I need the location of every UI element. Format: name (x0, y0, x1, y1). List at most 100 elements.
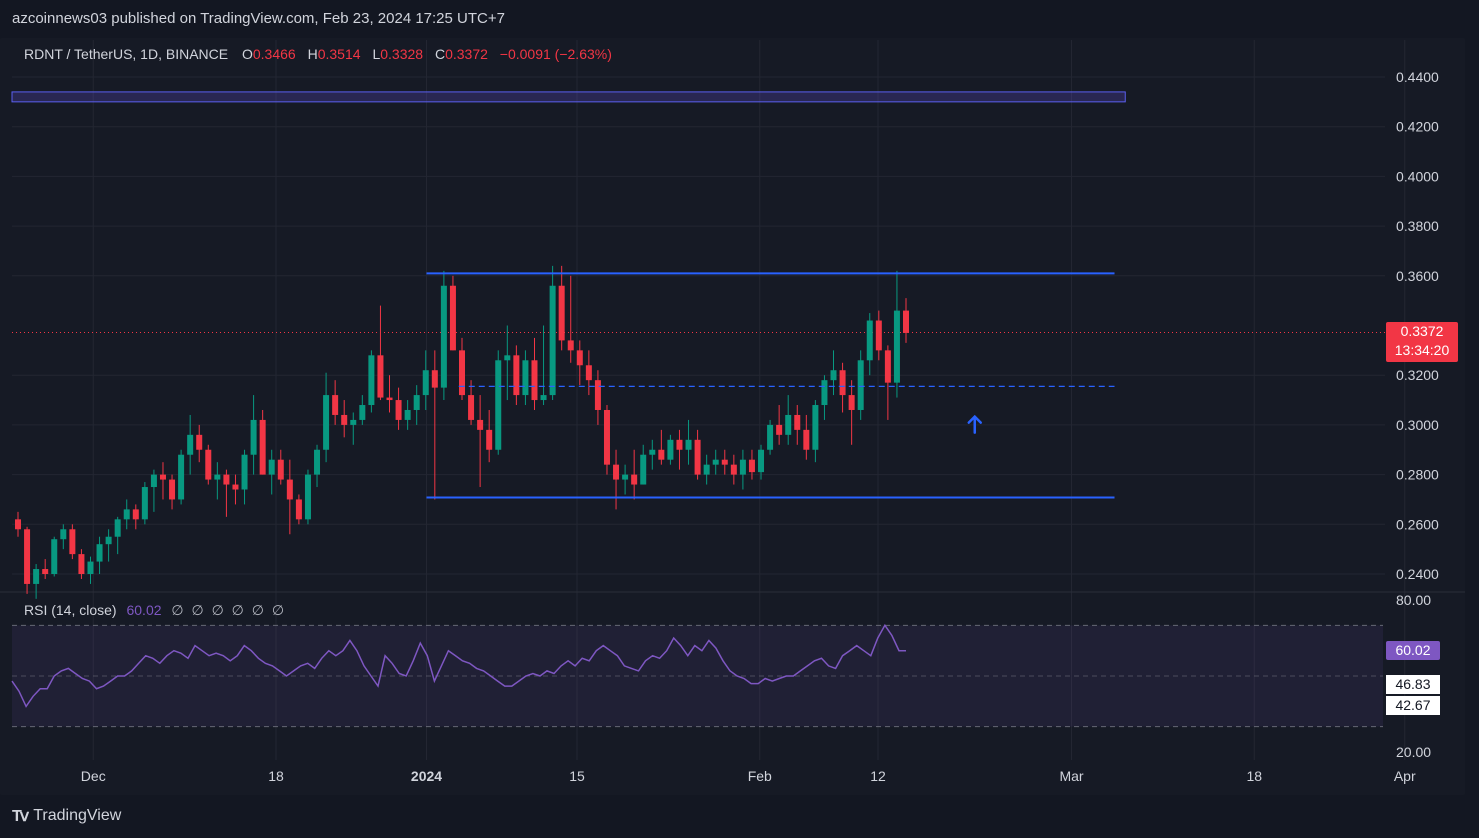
footer-brand[interactable]: T𝗏 TradingView (12, 806, 121, 826)
candle-body (558, 285, 565, 341)
candle-body (794, 414, 801, 430)
resistance-zone-rectangle (11, 91, 1126, 103)
candle-body (884, 350, 891, 383)
candle-body (540, 395, 547, 401)
date-tick-label: 15 (569, 768, 585, 784)
candle-body (87, 561, 94, 574)
candle-body (594, 380, 601, 410)
low-key: L (372, 46, 381, 62)
candle-body (60, 529, 67, 540)
candle-body (603, 409, 610, 465)
candle-body (449, 285, 456, 351)
candle-body (866, 320, 873, 361)
candle-body (141, 487, 148, 520)
candle-body (241, 454, 248, 490)
candle-body (314, 449, 321, 475)
candle-body (486, 429, 493, 450)
candle-body (576, 350, 583, 366)
price-tick-label: 0.2800 (1396, 467, 1439, 483)
candle-body (658, 449, 665, 460)
symbol-label[interactable]: RDNT / TetherUS, 1D, BINANCE (24, 46, 229, 62)
candle-body (893, 310, 900, 383)
high-key: H (307, 46, 318, 62)
candle-body (585, 365, 592, 381)
candle-body (676, 439, 683, 450)
date-tick-label: Apr (1394, 768, 1416, 784)
open-key: O (241, 46, 253, 62)
candle-body (477, 419, 484, 430)
price-tick-label: 0.3800 (1396, 218, 1439, 234)
candle-body (123, 509, 130, 520)
candle-body (812, 405, 819, 450)
candle-body (169, 479, 176, 500)
date-tick-label: Feb (748, 768, 772, 784)
candle-body (268, 459, 275, 475)
candle-body (857, 360, 864, 410)
candle-body (78, 554, 85, 574)
candle-body (377, 355, 384, 398)
candle-body (15, 519, 21, 530)
candle-body (721, 459, 728, 465)
candle-body (350, 419, 357, 425)
candle-body (522, 360, 529, 396)
candle-body (196, 434, 203, 450)
candle-body (42, 569, 49, 574)
rsi-na-marks: ∅ ∅ ∅ ∅ ∅ ∅ (171, 602, 287, 618)
rsi-value: 60.02 (126, 602, 162, 618)
price-tick-label: 0.2600 (1396, 516, 1439, 532)
candle-body (359, 405, 366, 420)
price-tick-label: 0.4400 (1396, 69, 1439, 85)
candle-body (159, 474, 166, 480)
rsi-line (11, 623, 906, 708)
candle-body (567, 340, 574, 351)
candle-body (304, 474, 311, 520)
bar-countdown: 13:34:20 (1394, 342, 1450, 358)
date-tick-label: 12 (870, 768, 886, 784)
price-tick-label: 0.3000 (1396, 417, 1439, 433)
candle-body (286, 479, 293, 500)
candle-body (767, 424, 774, 450)
candle-body (395, 400, 402, 420)
candle-body (504, 355, 511, 361)
candle-body (404, 409, 411, 420)
chart-frame[interactable] (0, 38, 1465, 795)
price-tick-label: 0.2400 (1396, 566, 1439, 582)
candle-body (431, 370, 438, 388)
candle-body (440, 285, 447, 388)
rsi-label[interactable]: RSI (14, close) (24, 602, 117, 618)
candle-body (277, 459, 284, 480)
candle-body (785, 414, 792, 435)
candle-body (703, 464, 710, 475)
candle-body (24, 529, 31, 584)
last-price-tag: 0.3372 13:34:20 (1386, 322, 1458, 362)
candle-body (214, 474, 221, 480)
candle-body (468, 395, 475, 420)
date-tick-label: 18 (268, 768, 284, 784)
candle-body (758, 449, 765, 473)
candle-body (295, 499, 302, 520)
rsi-tick-label: 20.00 (1396, 744, 1431, 760)
candle-body (622, 474, 629, 480)
candle-body (114, 519, 121, 537)
brand-name: TradingView (33, 807, 122, 824)
candle-body (69, 529, 76, 555)
candle-body (223, 474, 230, 485)
candle-body (803, 429, 810, 450)
close-value: 0.3372 (445, 46, 488, 62)
candle-body (776, 424, 783, 435)
candle-body (649, 449, 656, 455)
last-price: 0.3372 (1400, 323, 1444, 339)
candle-body (178, 454, 185, 500)
high-value: 0.3514 (317, 46, 361, 62)
candle-body (667, 439, 674, 460)
price-tick-label: 0.3200 (1396, 367, 1439, 383)
candle-body (730, 464, 737, 475)
candle-body (105, 536, 112, 545)
candle-body (694, 439, 701, 475)
candle-body (187, 434, 194, 455)
tradingview-logo-icon: T𝗏 (12, 808, 29, 825)
price-tick-label: 0.3600 (1396, 268, 1439, 284)
date-tick-label: 18 (1246, 768, 1262, 784)
candle-body (513, 355, 520, 396)
